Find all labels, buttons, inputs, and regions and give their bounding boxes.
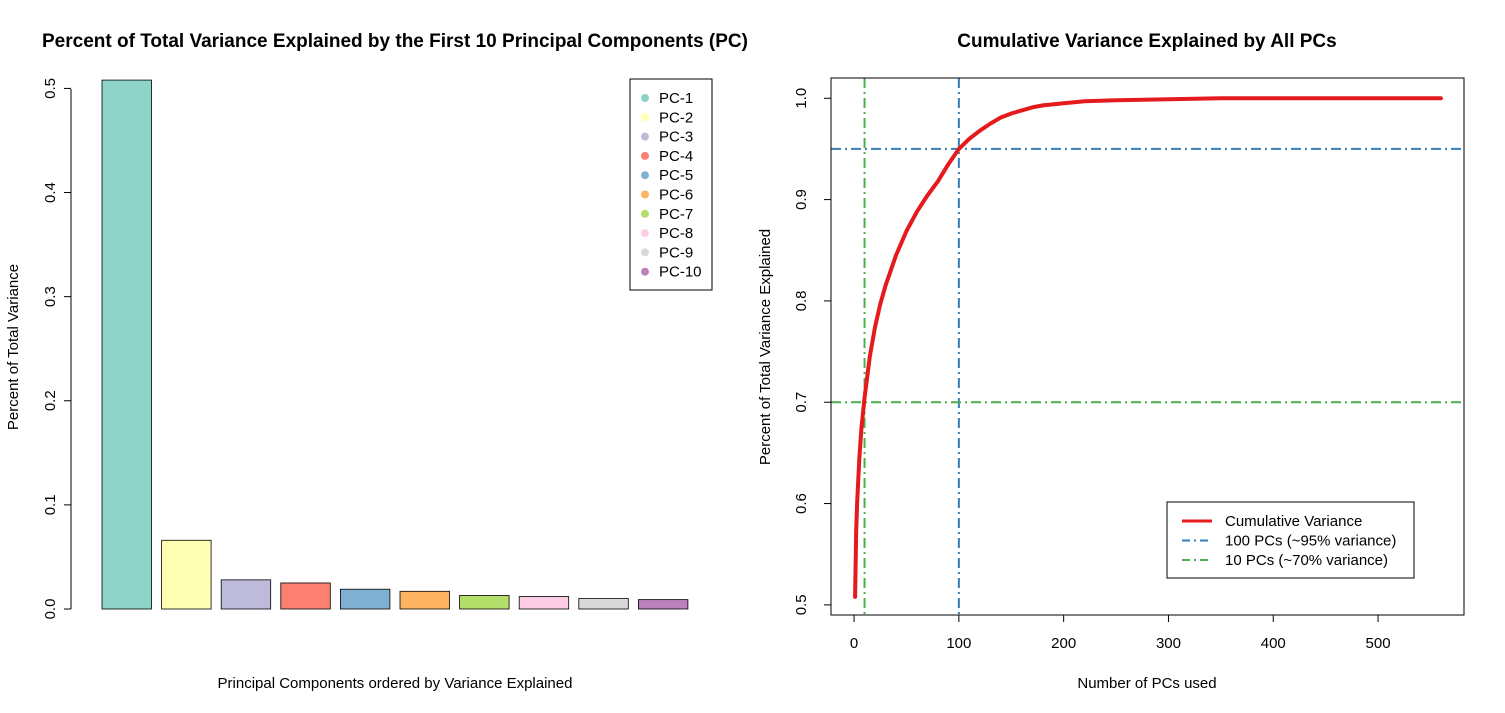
cumulative-x-tick-label: 200	[1051, 635, 1076, 652]
bar-legend-swatch	[641, 113, 649, 122]
bar-pc-10	[638, 599, 689, 610]
bar-legend-swatch	[641, 229, 649, 238]
cumulative-y-tick-label: 0.5	[793, 594, 810, 615]
bar-legend-label: PC-8	[659, 225, 693, 242]
bar-legend-label: PC-1	[659, 90, 693, 107]
bar-chart-x-axis-label: Principal Components ordered by Variance…	[218, 675, 573, 692]
bar-pc-4	[280, 582, 331, 610]
bar-legend-label: PC-9	[659, 244, 693, 261]
cumulative-y-tick-label: 0.6	[793, 493, 810, 514]
bar-chart-y-tick-label: 0.3	[42, 286, 59, 307]
bar-chart-y-ticks: 0.0 0.1 0.2 0.3 0.4 0.5	[42, 78, 71, 619]
cumulative-chart-title: Cumulative Variance Explained by All PCs	[957, 31, 1336, 52]
bar-legend-swatch	[641, 248, 649, 257]
bar-legend-label: PC-2	[659, 109, 693, 126]
bar-pc-2	[161, 539, 212, 610]
bar-legend-swatch	[641, 94, 649, 102]
bar-chart-y-tick-label: 0.5	[42, 78, 59, 99]
bar-chart-y-tick-label: 0.0	[42, 599, 59, 620]
bar-legend-swatch	[641, 171, 649, 180]
bar-legend-label: PC-5	[659, 167, 693, 184]
cumulative-legend-label: 100 PCs (~95% variance)	[1225, 533, 1396, 550]
cumulative-y-tick-label: 1.0	[793, 88, 810, 109]
cumulative-y-tick-label: 0.8	[793, 290, 810, 311]
cumulative-chart-legend-box	[1166, 501, 1415, 579]
variance-bar-chart: Percent of Total Variance Explained by t…	[5, 31, 748, 692]
cumulative-chart-plot-box	[830, 77, 1465, 616]
bar-legend-swatch	[641, 209, 649, 218]
cumulative-x-tick-label: 0	[850, 635, 858, 652]
bar-legend-swatch	[641, 151, 649, 160]
bar-legend-label: PC-4	[659, 148, 693, 165]
cumulative-chart-y-axis-label: Percent of Total Variance Explained	[757, 229, 774, 465]
bar-chart-y-tick-label: 0.1	[42, 494, 59, 515]
cumulative-legend-label: 10 PCs (~70% variance)	[1225, 552, 1388, 569]
bar-pc-3	[220, 579, 272, 610]
cumulative-chart-reference-lines	[831, 78, 1464, 615]
cumulative-chart-legend: Cumulative Variance 100 PCs (~95% varianc…	[1166, 501, 1415, 579]
cumulative-variance-line	[853, 96, 1443, 599]
bar-legend-label: PC-6	[659, 187, 693, 204]
cumulative-legend-label: Cumulative Variance	[1225, 513, 1362, 530]
bar-pc-1	[101, 79, 152, 610]
bar-chart-y-tick-label: 0.2	[42, 390, 59, 411]
bar-chart-y-tick-label: 0.4	[42, 182, 59, 203]
cumulative-chart-x-axis-label: Number of PCs used	[1077, 675, 1216, 692]
bar-pc-5	[339, 588, 391, 610]
cumulative-y-tick-label: 0.9	[793, 189, 810, 210]
bar-chart-y-axis-label: Percent of Total Variance	[5, 264, 22, 430]
bar-legend-swatch	[641, 190, 649, 199]
bar-pc-7	[459, 595, 510, 610]
bar-chart-title: Percent of Total Variance Explained by t…	[42, 31, 748, 52]
bar-pc-9	[578, 598, 629, 610]
bar-chart-bars	[101, 79, 689, 610]
cumulative-x-tick-label: 300	[1156, 635, 1181, 652]
bar-legend-label: PC-3	[659, 129, 693, 146]
cumulative-chart-y-ticks: 0.5 0.6 0.7 0.8 0.9 1.0	[793, 88, 831, 615]
cumulative-x-tick-label: 100	[946, 635, 971, 652]
cumulative-variance-chart: Cumulative Variance Explained by All PCs…	[757, 31, 1465, 692]
bar-chart-legend: PC-1 PC-2 PC-3 PC-4 PC-5 PC-6 PC-7 PC-8 PC-9 PC-1…	[629, 78, 713, 291]
bar-pc-8	[518, 596, 570, 610]
cumulative-x-tick-label: 400	[1261, 635, 1286, 652]
cumulative-y-tick-label: 0.7	[793, 392, 810, 413]
bar-legend-swatch	[641, 132, 649, 141]
bar-pc-6	[399, 590, 450, 610]
bar-legend-swatch	[641, 267, 649, 276]
cumulative-chart-x-ticks: 0 100 200 300 400 500	[850, 615, 1391, 652]
bar-legend-label: PC-7	[659, 206, 693, 223]
cumulative-x-tick-label: 500	[1366, 635, 1391, 652]
bar-legend-label: PC-10	[659, 264, 702, 281]
